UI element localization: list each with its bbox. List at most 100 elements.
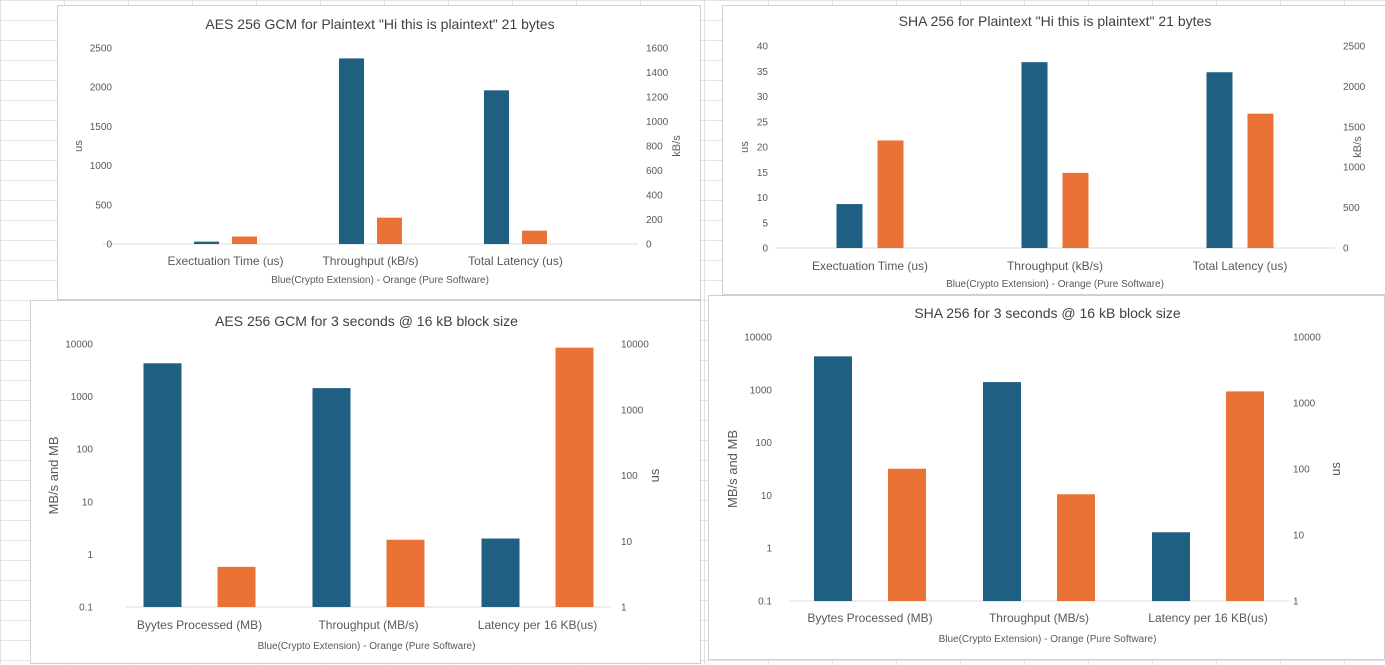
y2-tick-label: 0 <box>1343 244 1349 255</box>
y-tick-label: 10000 <box>744 333 772 344</box>
y-tick-label: 1000 <box>750 385 773 396</box>
chart-sha-3s-svg: SHA 256 for 3 seconds @ 16 kB block size… <box>725 305 1343 645</box>
chart-title: SHA 256 for 3 seconds @ 16 kB block size <box>914 305 1181 321</box>
y2-axis-title: kB/s <box>671 135 683 157</box>
y-tick-label: 0.1 <box>79 603 93 614</box>
x-axis-note: Blue(Crypto Extension) - Orange (Pure So… <box>271 275 489 286</box>
category-label: Exectuation Time (us) <box>167 254 283 268</box>
y2-axis-title: kB/s <box>1352 136 1364 158</box>
y-tick-label: 1000 <box>71 392 94 403</box>
category-label: Byytes Processed (MB) <box>807 611 932 625</box>
bar-crypto-extension <box>143 363 182 607</box>
bar-crypto-extension <box>1152 532 1190 601</box>
bar-crypto-extension <box>836 204 863 248</box>
y2-tick-label: 2000 <box>1343 82 1366 93</box>
category-label: Throughput (kB/s) <box>1007 259 1103 273</box>
y-tick-label: 30 <box>757 92 769 103</box>
y-tick-label: 2500 <box>90 44 113 55</box>
bar-pure-software <box>522 230 547 244</box>
x-axis-note: Blue(Crypto Extension) - Orange (Pure So… <box>946 279 1164 290</box>
y-tick-label: 1000 <box>90 161 113 172</box>
y-tick-label: 35 <box>757 67 769 78</box>
bar-crypto-extension <box>484 90 509 244</box>
category-label: Byytes Processed (MB) <box>137 618 262 632</box>
y-axis-title: us <box>73 140 85 152</box>
y-tick-label: 1500 <box>90 122 113 133</box>
y2-tick-label: 1000 <box>1293 399 1316 410</box>
y-axis-title: MB/s and MB <box>725 430 740 508</box>
y2-tick-label: 10 <box>621 537 633 548</box>
y-tick-label: 1 <box>87 550 93 561</box>
category-label: Throughput (kB/s) <box>322 254 418 268</box>
y2-tick-label: 1000 <box>646 117 669 128</box>
y-tick-label: 10 <box>757 193 769 204</box>
y2-axis-title: us <box>647 468 662 482</box>
chart-aes-3s: AES 256 GCM for 3 seconds @ 16 kB block … <box>30 300 701 664</box>
category-label: Latency per 16 KB(us) <box>1148 611 1267 625</box>
y2-tick-label: 1500 <box>1343 122 1366 133</box>
category-label: Total Latency (us) <box>468 254 563 268</box>
y2-tick-label: 2500 <box>1343 42 1366 53</box>
bar-pure-software <box>888 468 926 601</box>
y2-tick-label: 100 <box>1293 465 1310 476</box>
y-tick-label: 0 <box>106 240 112 251</box>
bar-pure-software <box>386 539 425 607</box>
y2-axis-title: us <box>1328 462 1343 476</box>
bar-crypto-extension <box>1206 72 1233 248</box>
y2-tick-label: 0 <box>646 240 652 251</box>
category-label: Throughput (MB/s) <box>989 611 1089 625</box>
chart-title: AES 256 GCM for 3 seconds @ 16 kB block … <box>215 313 518 329</box>
y-tick-label: 100 <box>76 445 93 456</box>
category-label: Throughput (MB/s) <box>318 618 418 632</box>
y-tick-label: 500 <box>95 200 112 211</box>
y2-tick-label: 1 <box>621 603 627 614</box>
category-label: Latency per 16 KB(us) <box>478 618 597 632</box>
y-tick-label: 5 <box>762 218 768 229</box>
y2-tick-label: 1000 <box>1343 163 1366 174</box>
y-tick-label: 0 <box>762 244 768 255</box>
bar-crypto-extension <box>339 58 364 244</box>
chart-aes-plaintext: AES 256 GCM for Plaintext "Hi this is pl… <box>57 5 701 300</box>
y2-tick-label: 1200 <box>646 93 669 104</box>
chart-aes-plaintext-svg: AES 256 GCM for Plaintext "Hi this is pl… <box>73 16 683 286</box>
chart-sha-plaintext-svg: SHA 256 for Plaintext "Hi this is plaint… <box>739 13 1366 290</box>
x-axis-note: Blue(Crypto Extension) - Orange (Pure So… <box>258 641 476 652</box>
y2-tick-label: 200 <box>646 215 663 226</box>
y2-tick-label: 10000 <box>621 340 649 351</box>
y-tick-label: 10 <box>761 491 773 502</box>
chart-sha-plaintext: SHA 256 for Plaintext "Hi this is plaint… <box>722 5 1385 295</box>
y-tick-label: 15 <box>757 168 769 179</box>
y-tick-label: 40 <box>757 42 769 53</box>
x-axis-note: Blue(Crypto Extension) - Orange (Pure So… <box>939 634 1157 645</box>
bar-crypto-extension <box>983 382 1021 601</box>
y-tick-label: 10 <box>82 497 94 508</box>
bar-crypto-extension <box>194 241 219 244</box>
y-tick-label: 2000 <box>90 83 113 94</box>
chart-aes-3s-svg: AES 256 GCM for 3 seconds @ 16 kB block … <box>46 313 662 652</box>
bar-crypto-extension <box>312 388 351 607</box>
y2-tick-label: 500 <box>1343 203 1360 214</box>
y-tick-label: 25 <box>757 117 769 128</box>
y-tick-label: 0.1 <box>758 597 772 608</box>
chart-title: AES 256 GCM for Plaintext "Hi this is pl… <box>205 16 554 32</box>
bar-pure-software <box>555 347 594 607</box>
bar-pure-software <box>217 566 256 607</box>
bar-pure-software <box>1226 391 1264 601</box>
bar-pure-software <box>1062 172 1089 248</box>
bar-pure-software <box>1057 494 1095 601</box>
y-axis-title: us <box>739 141 751 153</box>
chart-sha-3s: SHA 256 for 3 seconds @ 16 kB block size… <box>708 295 1385 660</box>
bar-crypto-extension <box>814 356 852 601</box>
bar-pure-software <box>377 217 402 244</box>
category-label: Exectuation Time (us) <box>812 259 928 273</box>
y2-tick-label: 10000 <box>1293 333 1321 344</box>
y-tick-label: 100 <box>755 438 772 449</box>
y-tick-label: 20 <box>757 143 769 154</box>
y2-tick-label: 600 <box>646 166 663 177</box>
y-axis-title: MB/s and MB <box>46 436 61 514</box>
category-label: Total Latency (us) <box>1193 259 1288 273</box>
bar-crypto-extension <box>1021 62 1048 248</box>
y2-tick-label: 800 <box>646 142 663 153</box>
y2-tick-label: 10 <box>1293 531 1305 542</box>
y2-tick-label: 1000 <box>621 405 644 416</box>
